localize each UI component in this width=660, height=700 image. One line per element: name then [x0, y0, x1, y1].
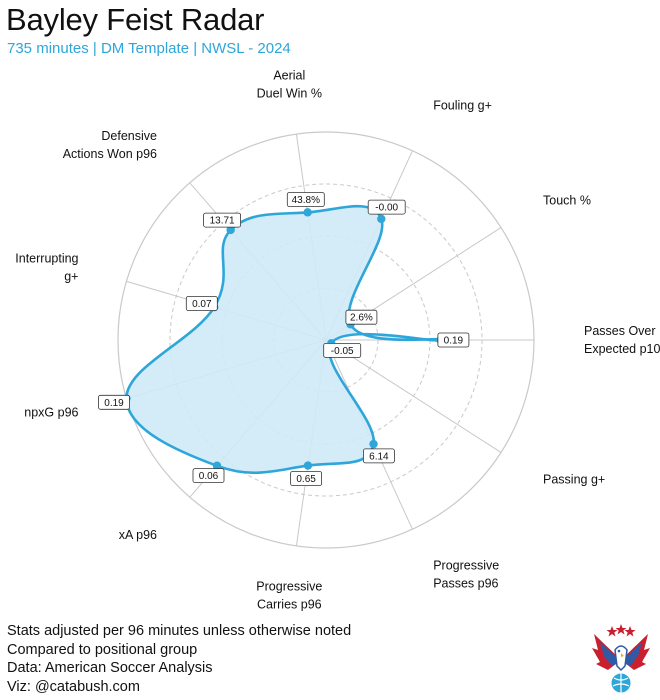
value-label: 6.14	[362, 448, 395, 464]
value-label-box	[290, 471, 323, 486]
value-label: 0.65	[290, 471, 323, 486]
value-label: -0.00	[367, 199, 406, 215]
radar-chart: 0.19 2.6% -0.00 43.8% 13.71 0.07 0.19 0.06 0.65 6…	[15, 69, 660, 612]
value-label: 0.06	[192, 468, 225, 484]
value-label-box	[203, 212, 242, 228]
value-label-text: 0.65	[296, 474, 316, 485]
value-label-box	[192, 468, 225, 484]
value-label: 0.19	[437, 332, 470, 348]
axis-label: npxG p96	[24, 406, 78, 420]
value-label-box	[362, 448, 395, 464]
data-point	[377, 214, 386, 224]
data-point	[303, 461, 313, 470]
value-label-text: 0.19	[444, 336, 464, 347]
chart-footer: Stats adjusted per 96 minutes unless oth…	[7, 622, 351, 696]
footer-viz-credit: Viz: @catabush.com	[7, 678, 140, 695]
axis-label: Passes Over Expected p100	[584, 324, 660, 356]
value-label: 2.6%	[345, 309, 378, 325]
chart-title: Bayley Feist Radar	[6, 2, 265, 37]
axis-label: xA p96	[119, 528, 157, 542]
axis-labels: Passes Over Expected p100 Touch % Fouling g…	[15, 69, 660, 612]
data-point	[212, 461, 222, 470]
value-label-text: 43.8%	[292, 195, 320, 206]
value-label-text: 0.06	[199, 471, 219, 482]
radar-series: 0.19 2.6% -0.00 43.8% 13.71 0.07 0.19 0.06 0.65 6…	[98, 192, 470, 486]
series-area	[125, 204, 442, 475]
value-label-box	[98, 394, 130, 410]
value-label-box	[367, 199, 406, 215]
value-label: -0.05	[323, 342, 362, 358]
axis-label: Fouling g+	[433, 98, 492, 112]
value-label: 13.71	[203, 212, 242, 228]
axis-label: Defensive Actions Won p96	[63, 129, 157, 161]
value-label-text: 6.14	[369, 451, 389, 462]
eagle-soccer-logo-icon	[592, 624, 650, 694]
footer-note-adjusted: Stats adjusted per 96 minutes unless oth…	[7, 623, 352, 639]
axis-label: Aerial Duel Win %	[257, 69, 322, 101]
axis-label: Progressive Carries p96	[256, 579, 322, 611]
footer-data-source: Data: American Soccer Analysis	[7, 660, 213, 677]
chart-subtitle: 735 minutes | DM Template | NWSL - 2024	[7, 40, 291, 57]
value-label-box	[286, 192, 325, 207]
axis-label: Interrupting g+	[15, 251, 78, 283]
value-label: 43.8%	[286, 192, 325, 207]
value-label: 0.19	[98, 394, 130, 410]
axis-label: Progressive Passes p96	[433, 559, 499, 591]
value-label-text: 0.07	[192, 299, 212, 310]
value-label-text: -0.00	[375, 203, 398, 214]
value-label-text: 2.6%	[350, 313, 373, 324]
value-label: 0.07	[185, 296, 218, 311]
data-point	[369, 439, 378, 449]
axis-label: Touch %	[543, 194, 591, 208]
value-label-text: -0.05	[331, 346, 354, 357]
footer-note-comparison: Compared to positional group	[7, 641, 198, 658]
axis-label: Passing g+	[543, 473, 605, 487]
data-point	[226, 225, 235, 235]
value-label-text: 0.19	[104, 398, 124, 409]
value-label-text: 13.71	[210, 216, 235, 227]
value-label-box	[345, 309, 378, 325]
data-point	[303, 208, 312, 217]
value-label-box	[185, 296, 218, 311]
value-label-box	[323, 342, 362, 358]
grid-spoke	[325, 339, 502, 453]
value-label-box	[437, 332, 470, 348]
